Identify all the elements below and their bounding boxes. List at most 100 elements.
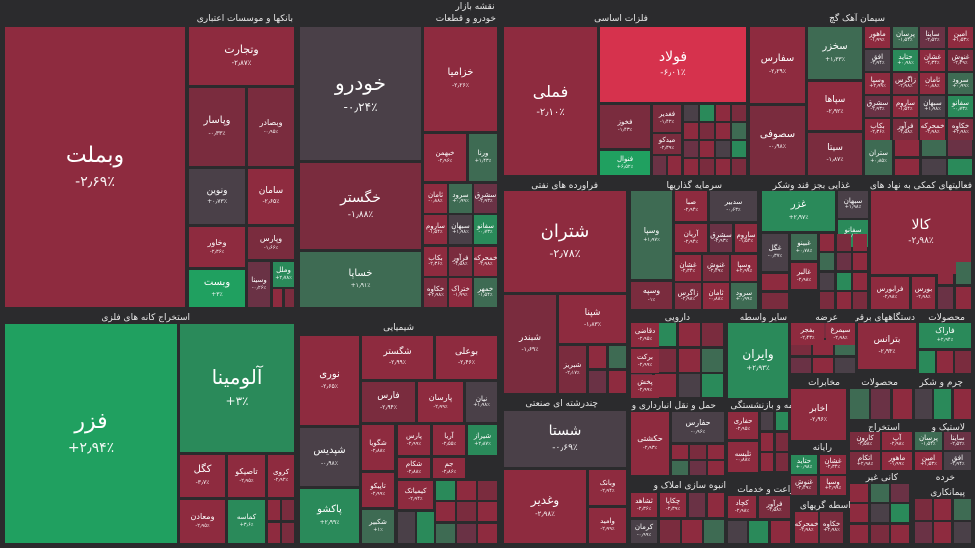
stock-tile[interactable] — [702, 349, 723, 372]
stock-tile[interactable]: بکاب -۲٫۳۶٪ — [865, 119, 890, 140]
stock-tile[interactable] — [457, 524, 476, 543]
stock-tile[interactable] — [655, 323, 676, 346]
stock-tile[interactable] — [679, 323, 700, 346]
stock-tile[interactable] — [934, 522, 951, 543]
stock-tile[interactable] — [948, 140, 972, 156]
sector-header-products[interactable]: محصولات — [928, 313, 965, 323]
stock-tile[interactable]: سشرق -۲٫۹۳٪ — [865, 96, 890, 117]
stock-tile[interactable]: بفجر -۲٫۴۳٪ — [791, 323, 824, 345]
stock-tile[interactable]: غشان -۲٫۳۴٪ — [675, 255, 701, 281]
stock-tile[interactable] — [934, 389, 951, 419]
stock-tile[interactable]: وملل +۲٫۷۸٪ — [273, 262, 294, 287]
stock-tile[interactable]: سدبیر -۰٫۶۳٪ — [710, 191, 757, 221]
sector-header-tires[interactable]: لاستیک و — [931, 423, 965, 433]
stock-tile[interactable]: شگستر -۲٫۹۹٪ — [362, 336, 433, 379]
stock-tile[interactable] — [282, 500, 294, 520]
stock-tile[interactable]: میدکو -۲٫۳۹٪ — [653, 134, 681, 154]
stock-tile[interactable]: خودرو -۰٫۲۴٪ — [300, 27, 421, 160]
stock-tile[interactable] — [938, 262, 953, 284]
stock-tile[interactable] — [684, 141, 698, 157]
stock-tile[interactable] — [761, 433, 773, 451]
stock-tile[interactable] — [653, 156, 666, 175]
sector-header-other[interactable]: سایر واسطه — [739, 313, 787, 323]
stock-tile[interactable]: امین +۱٫۵۳٪ — [948, 27, 973, 48]
stock-tile[interactable]: شتران -۲٫۷۸٪ — [504, 191, 626, 292]
stock-tile[interactable] — [837, 253, 851, 270]
stock-tile[interactable]: آلومینا +۳٪ — [180, 324, 294, 452]
stock-tile[interactable]: سفانو-۰٫۷۳٪ — [948, 96, 973, 117]
stock-tile[interactable] — [478, 502, 497, 521]
stock-tile[interactable]: غنوش -۲٫۲۹٪ — [791, 476, 817, 495]
stock-tile[interactable]: خگستر -۱٫۸۸٪ — [300, 163, 421, 249]
stock-tile[interactable]: ساینا -۲٫۵۲٪ — [920, 27, 945, 48]
stock-tile[interactable]: ساروم -۱٫۵۴٪ — [424, 215, 447, 244]
stock-tile[interactable] — [690, 445, 706, 459]
stock-tile[interactable] — [954, 389, 971, 419]
stock-tile[interactable]: پاکشو +۲٫۹۹٪ — [300, 489, 359, 543]
sector-header-mining[interactable]: استخراج کانه های فلزی — [101, 313, 190, 323]
stock-tile[interactable]: وبصادر -۰٫۹۵٪ — [248, 88, 294, 166]
stock-tile[interactable]: سرود +۰٫۹۹٪ — [731, 283, 757, 309]
stock-tile[interactable]: ختراک -۱٫۹۹٪ — [449, 278, 472, 307]
stock-tile[interactable] — [268, 523, 280, 543]
stock-tile[interactable] — [835, 358, 855, 373]
sector-header-petroleum[interactable]: فراورده های نفتی — [531, 181, 598, 191]
stock-tile[interactable]: غالبر -۲٫۹۸٪ — [791, 263, 817, 289]
stock-tile[interactable] — [871, 484, 889, 502]
stock-tile[interactable]: سبهان +۱٫۹۸٪ — [449, 215, 472, 244]
stock-tile[interactable]: غنوش -۲٫۲۹٪ — [948, 50, 973, 71]
sector-header-contract[interactable]: پیمانکاری — [930, 488, 965, 498]
stock-tile[interactable]: بورس -۲٫۹۸٪ — [912, 277, 935, 309]
stock-tile[interactable] — [660, 520, 680, 543]
stock-tile[interactable] — [672, 461, 688, 475]
stock-tile[interactable] — [937, 351, 953, 373]
sector-header-chemical[interactable]: شیمیایی — [383, 323, 414, 333]
stock-tile[interactable]: غگل -۰٫۳۷٪ — [762, 234, 788, 271]
sector-header-wood[interactable]: خرده — [935, 473, 955, 483]
stock-tile[interactable] — [716, 159, 730, 175]
sector-header-leather[interactable]: چرم و شکر — [919, 378, 963, 388]
stock-tile[interactable] — [672, 445, 688, 459]
sector-header-auto[interactable]: خودرو و قطعات — [435, 14, 496, 24]
stock-tile[interactable] — [273, 289, 282, 307]
stock-tile[interactable]: وبانک -۲٫۹۴٪ — [589, 470, 626, 505]
stock-tile[interactable] — [700, 105, 714, 121]
stock-tile[interactable]: سصوفی -۰٫۹۸٪ — [750, 106, 805, 175]
stock-tile[interactable]: سفانو-۰٫۷۳٪ — [474, 215, 497, 244]
stock-tile[interactable] — [938, 287, 953, 309]
stock-tile[interactable]: وسپا +۲٫۹۹٪ — [731, 255, 757, 281]
stock-tile[interactable]: ومعادن -۲٫۹۵٪ — [180, 500, 225, 543]
stock-tile[interactable]: وایران +۲٫۹۳٪ — [728, 323, 788, 398]
stock-tile[interactable]: وبست +۳٪ — [189, 270, 245, 307]
stock-tile[interactable] — [820, 292, 834, 309]
stock-tile[interactable]: کچاد -۲٫۹۸٪ — [728, 496, 756, 518]
stock-tile[interactable] — [837, 234, 851, 251]
stock-tile[interactable] — [776, 453, 788, 471]
stock-tile[interactable] — [684, 105, 698, 121]
stock-tile[interactable] — [850, 525, 868, 543]
stock-tile[interactable]: وامید -۲٫۹۹٪ — [589, 508, 626, 543]
stock-tile[interactable]: دقاضی -۲٫۹۵٪ — [631, 323, 659, 347]
sector-header-banks[interactable]: بانکها و موسسات اعتباری — [196, 14, 293, 24]
stock-tile[interactable] — [436, 481, 455, 500]
stock-tile[interactable]: خکاوه +۲٫۹۸٪ — [820, 512, 843, 543]
stock-tile[interactable]: کگل -۳٫۷٪ — [180, 455, 225, 497]
stock-tile[interactable]: خمحرکه -۲٫۹۸٪ — [474, 247, 497, 276]
stock-tile[interactable] — [690, 461, 706, 475]
stock-tile[interactable] — [609, 371, 626, 393]
stock-tile[interactable]: وغدیر -۲٫۹۸٪ — [504, 470, 586, 543]
sector-header-investment[interactable]: سرمایه گذاریها — [666, 181, 722, 191]
stock-tile[interactable] — [922, 140, 946, 156]
stock-tile[interactable] — [791, 358, 811, 373]
stock-tile[interactable]: خمهر -۱٫۵۴٪ — [474, 278, 497, 307]
stock-tile[interactable] — [700, 123, 714, 139]
stock-tile[interactable]: تلیسه -۰٫۸۸٪ — [728, 442, 758, 472]
stock-tile[interactable]: شکبیر +۱٪ — [362, 510, 394, 543]
stock-tile[interactable] — [853, 253, 867, 270]
stock-tile[interactable]: حفارس -۰٫۹۶٪ — [672, 412, 724, 442]
stock-tile[interactable]: فاراک +۲٫۹۴٪ — [919, 323, 971, 348]
stock-tile[interactable] — [716, 105, 730, 121]
stock-tile[interactable] — [682, 520, 702, 543]
stock-tile[interactable]: وخاور -۲٫۳۶٪ — [189, 227, 245, 267]
stock-tile[interactable]: پارس -۲٫۹۹٪ — [398, 425, 430, 455]
